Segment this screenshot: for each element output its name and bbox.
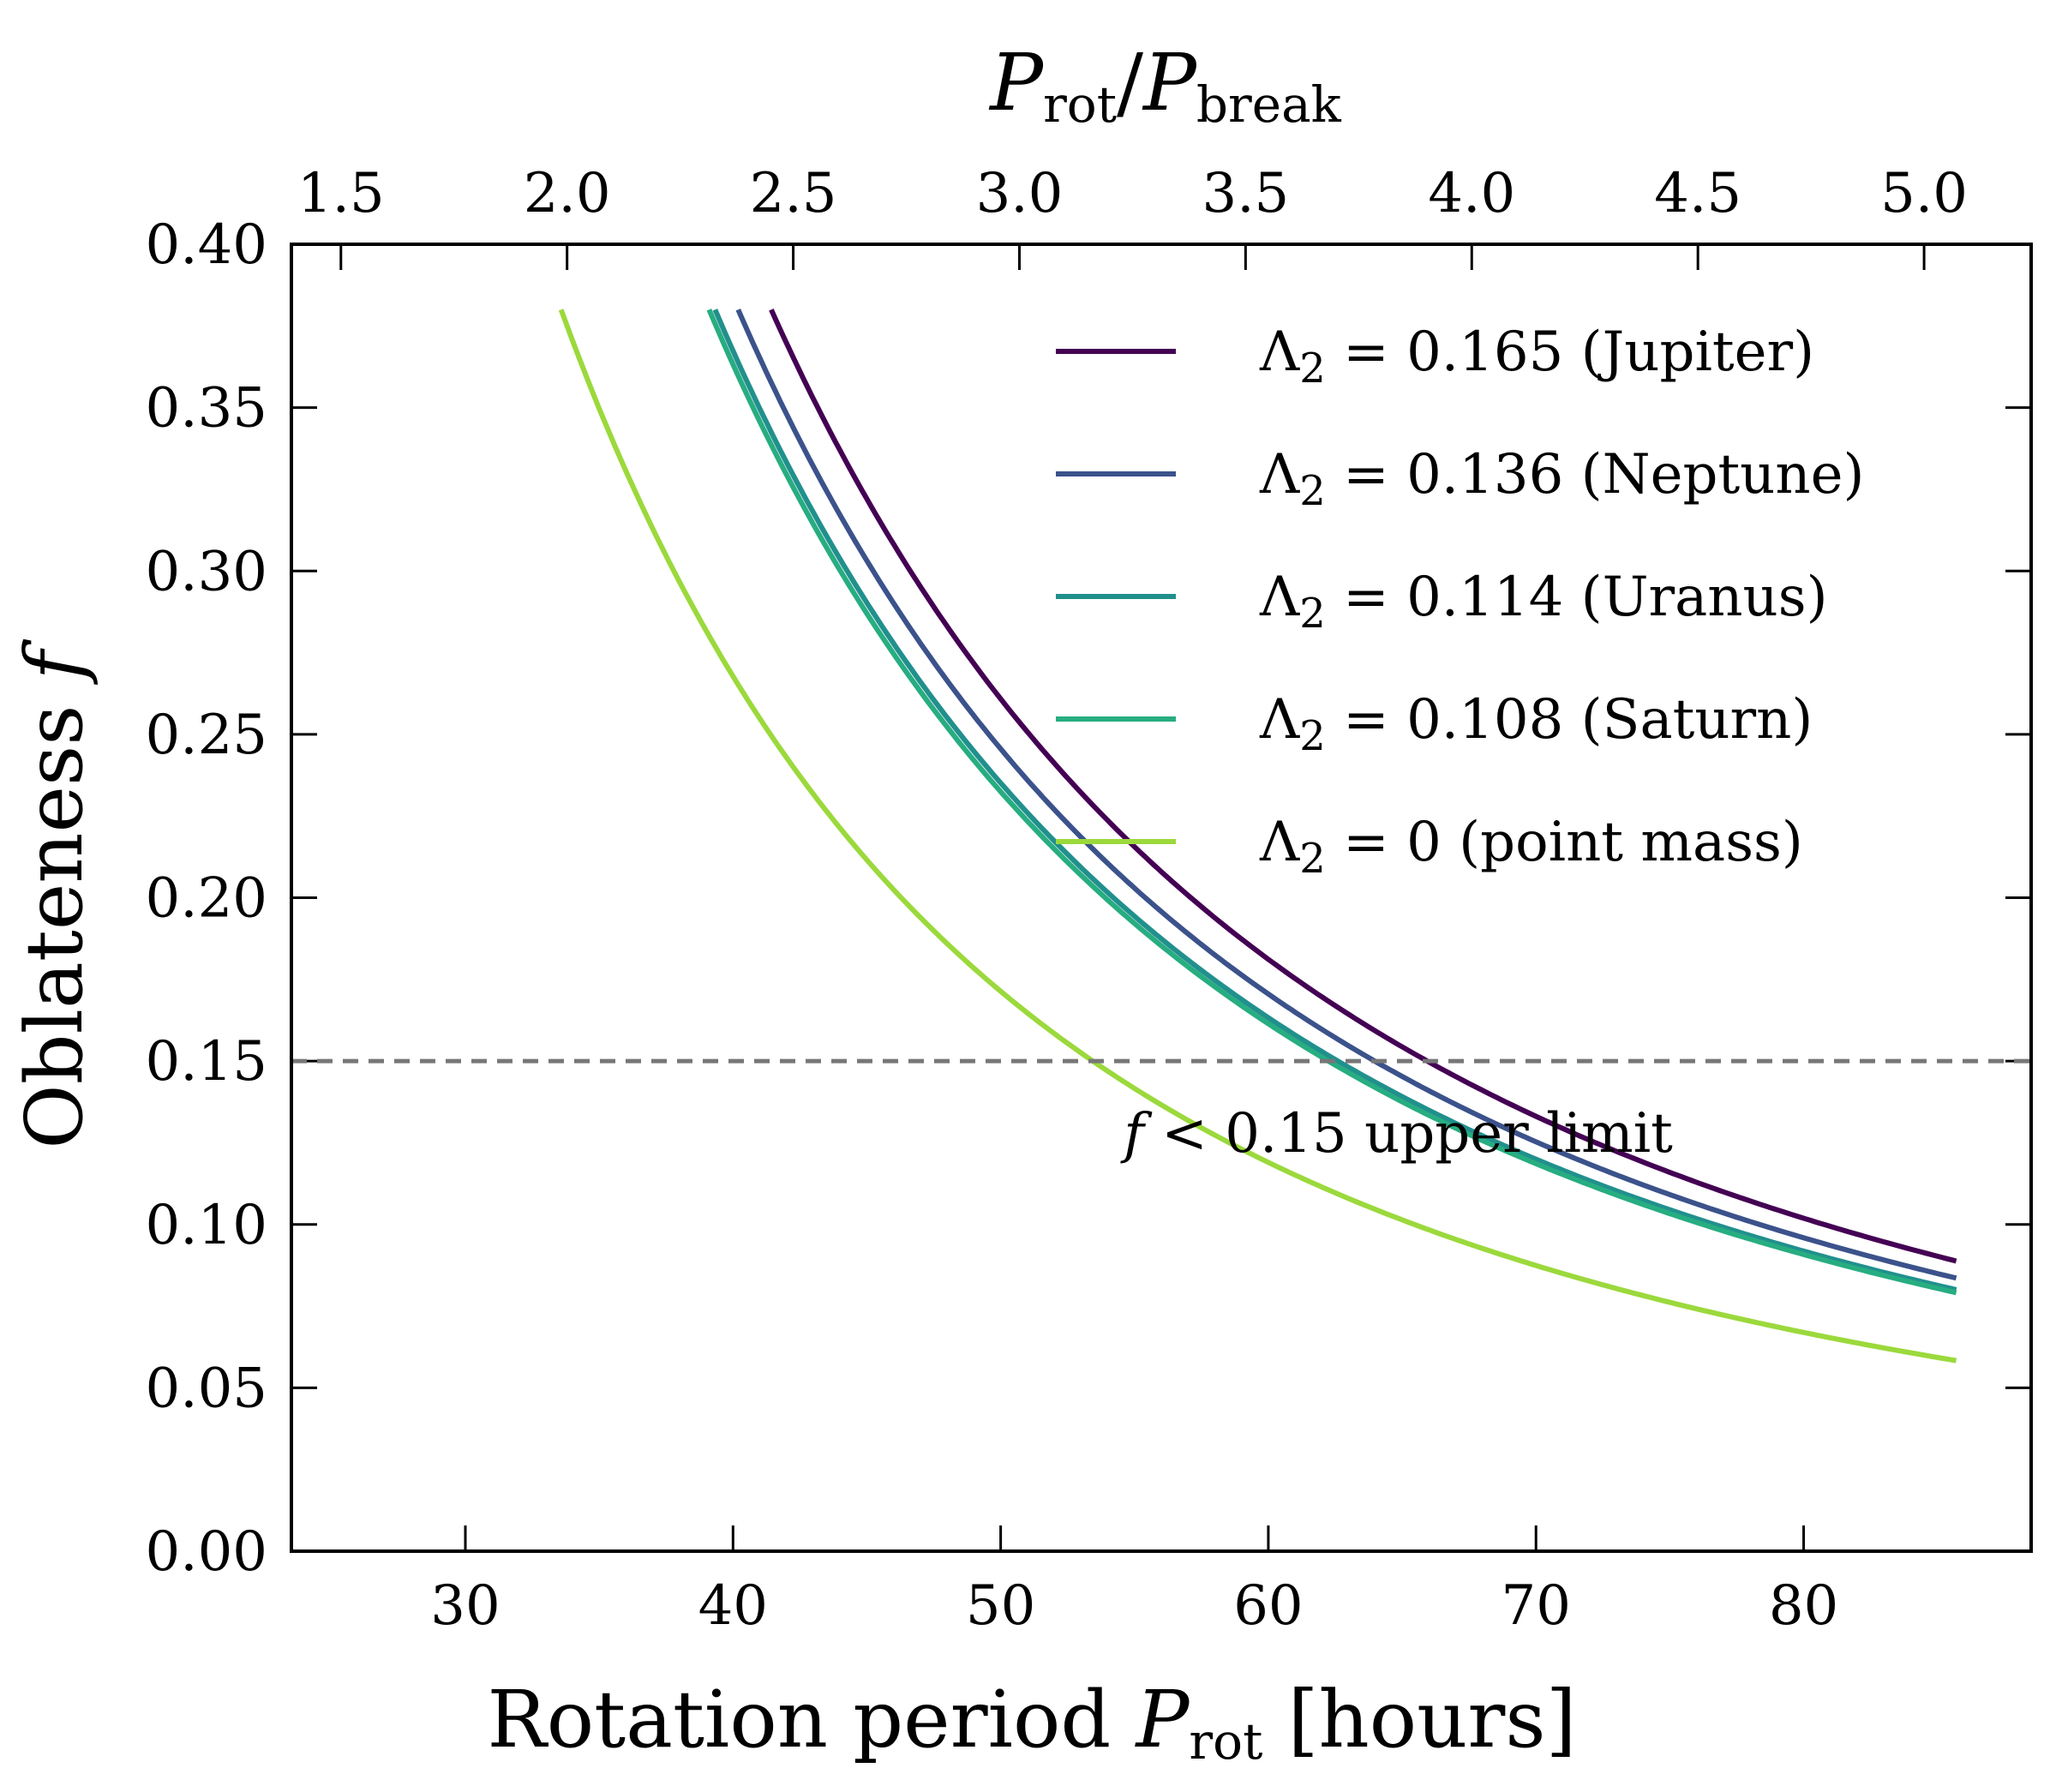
top-tick-label: 4.5 (1654, 162, 1741, 225)
y-tick-label: 0.40 (146, 213, 268, 277)
top-x-axis-title: Prot/Pbreak (988, 37, 1342, 134)
y-tick-label: 0.15 (146, 1030, 268, 1094)
y-axis-title: Oblateness f (9, 638, 100, 1148)
legend-label: Λ2 = 0 (point mass) (1259, 811, 1803, 883)
y-tick-label: 0.35 (146, 377, 268, 441)
series-line (769, 309, 1957, 1264)
x-tick-labels: 30 40 50 60 70 80 (430, 1574, 1838, 1638)
tick-marks (291, 243, 2031, 1553)
y-tick-label: 0.10 (146, 1194, 268, 1257)
x-tick-label: 60 (1233, 1574, 1303, 1638)
series-line (712, 309, 1957, 1292)
legend-label: Λ2 = 0.136 (Neptune) (1259, 443, 1864, 515)
series-line (706, 309, 1957, 1296)
series-line (558, 309, 1957, 1363)
top-tick-label: 5.0 (1880, 162, 1968, 225)
top-x-tick-labels: 1.5 2.0 2.5 3.0 3.5 4.0 4.5 5.0 (297, 162, 1968, 225)
series-line (735, 309, 1957, 1281)
top-tick-label: 1.5 (297, 162, 385, 225)
upper-limit-annotation: f < 0.15 upper limit (1120, 1102, 1673, 1166)
y-tick-label: 0.05 (146, 1357, 268, 1420)
y-tick-labels: 0.00 0.05 0.10 0.15 0.20 0.25 0.30 0.35 0.40 (146, 213, 268, 1584)
top-tick-label: 2.5 (750, 162, 837, 225)
top-tick-label: 3.0 (976, 162, 1064, 225)
legend-label: Λ2 = 0.165 (Jupiter) (1259, 321, 1814, 393)
x-tick-label: 70 (1502, 1574, 1571, 1638)
top-tick-label: 3.5 (1202, 162, 1289, 225)
series-curves (558, 309, 1957, 1363)
plot-frame (290, 243, 2033, 1553)
x-tick-label: 40 (698, 1574, 768, 1638)
x-axis-title: Rotation period Prot [hours] (487, 1674, 1576, 1771)
x-tick-label: 50 (966, 1574, 1035, 1638)
legend: Λ2 = 0.165 (Jupiter) Λ2 = 0.136 (Neptune)… (1056, 321, 1864, 883)
x-tick-label: 30 (430, 1574, 500, 1638)
y-tick-label: 0.20 (146, 867, 268, 931)
legend-label: Λ2 = 0.108 (Saturn) (1259, 688, 1813, 760)
y-tick-label: 0.00 (146, 1520, 268, 1584)
top-tick-label: 2.0 (524, 162, 611, 225)
top-tick-label: 4.0 (1428, 162, 1515, 225)
legend-label: Λ2 = 0.114 (Uranus) (1259, 566, 1828, 638)
x-tick-label: 80 (1769, 1574, 1838, 1638)
y-tick-label: 0.25 (146, 704, 268, 767)
y-tick-label: 0.30 (146, 540, 268, 603)
